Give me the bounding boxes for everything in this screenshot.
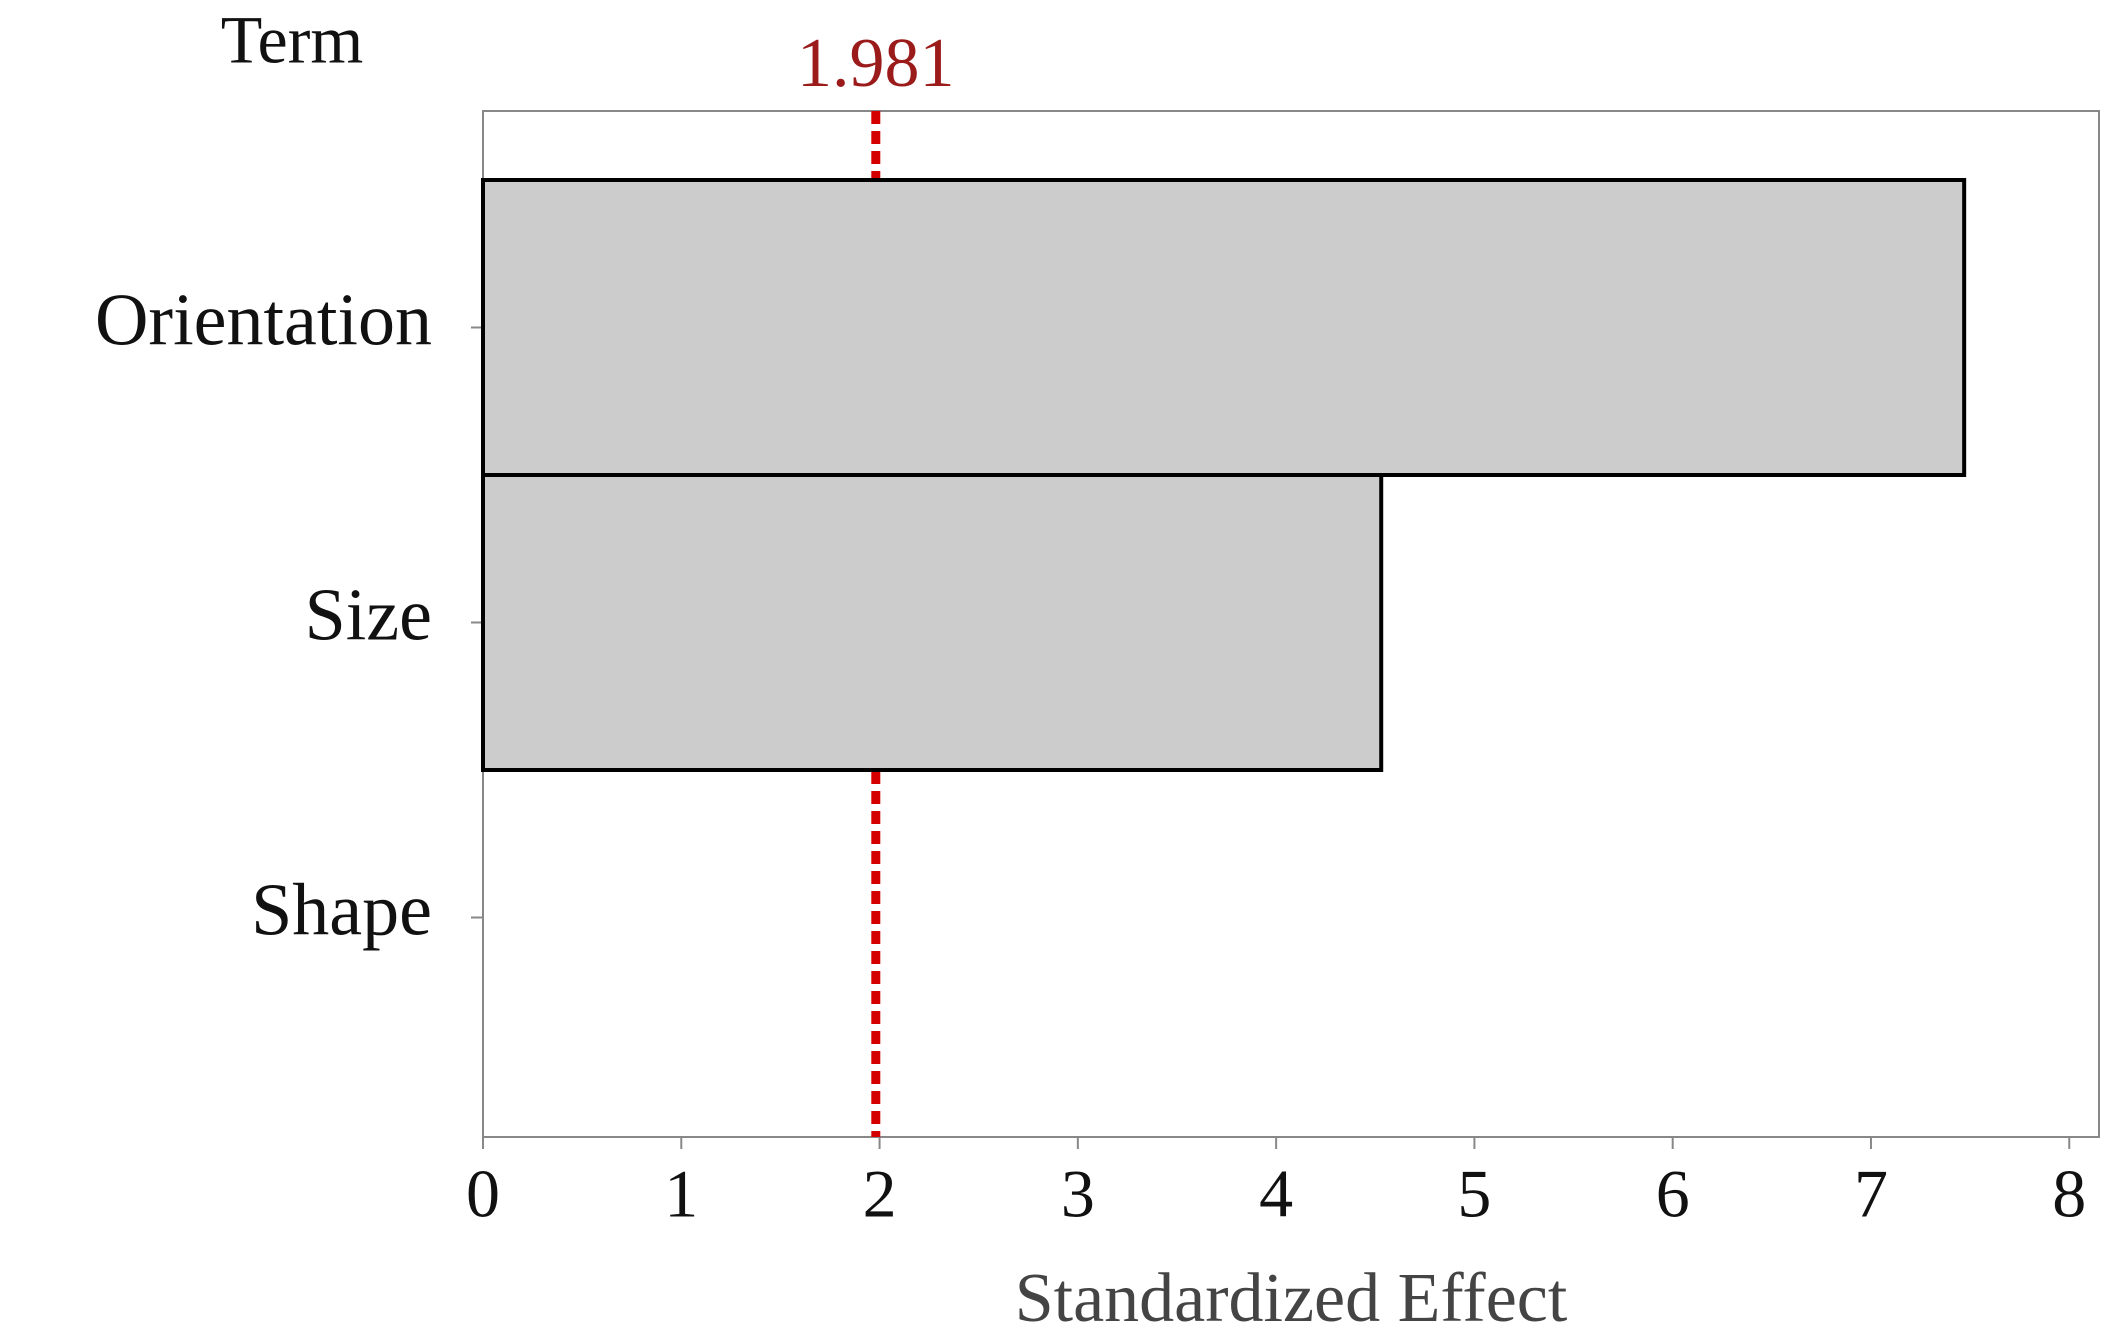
x-tick-label: 3 (1061, 1156, 1095, 1232)
x-tick-label: 6 (1656, 1156, 1690, 1232)
y-tick-label: Size (305, 574, 432, 656)
reference-label: 1.981 (797, 25, 955, 102)
x-tick-label: 0 (466, 1156, 500, 1232)
x-tick-label: 7 (1854, 1156, 1888, 1232)
y-axis-label: Term (221, 2, 364, 78)
x-tick-label: 5 (1457, 1156, 1491, 1232)
x-tick-label: 1 (664, 1156, 698, 1232)
x-tick-label: 8 (2052, 1156, 2086, 1232)
y-tick-label: Orientation (95, 279, 432, 361)
x-tick-label: 2 (863, 1156, 897, 1232)
x-tick-label: 4 (1259, 1156, 1293, 1232)
y-tick-label: Shape (251, 869, 432, 951)
x-axis-label: Standardized Effect (1015, 1260, 1568, 1333)
bar (481, 473, 1384, 772)
bar (481, 178, 1967, 477)
